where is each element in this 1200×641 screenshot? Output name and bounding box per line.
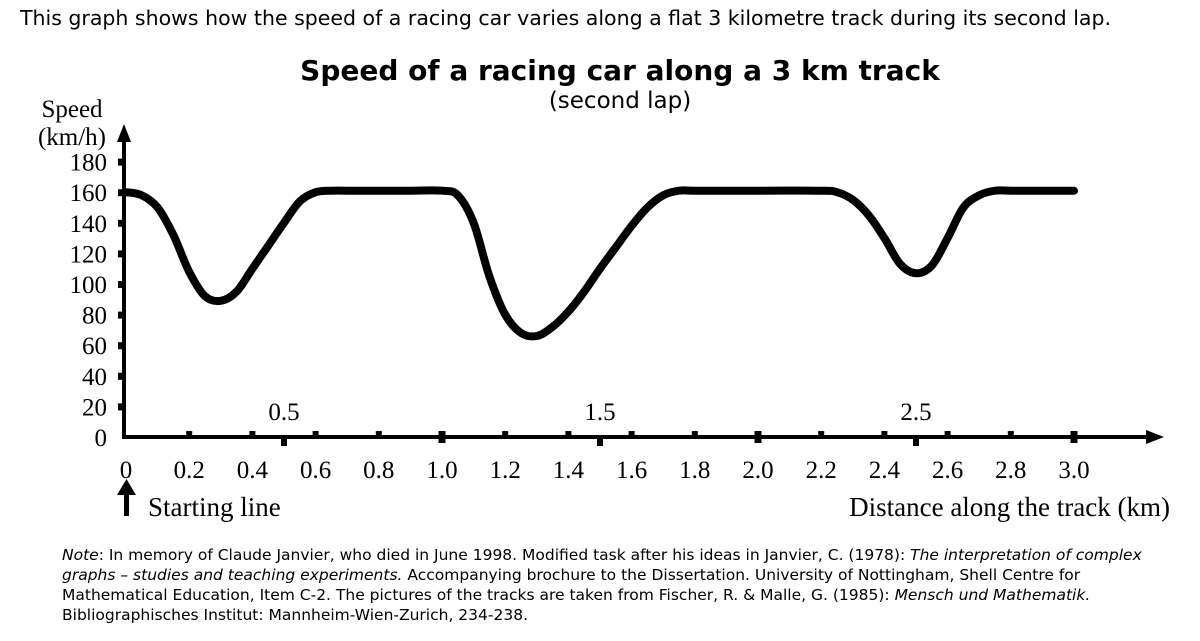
x-tick-mark bbox=[944, 431, 951, 439]
x-tick-label: 0.4 bbox=[237, 457, 269, 484]
note-text-1: : In memory of Claude Janvier, who died … bbox=[98, 546, 911, 564]
note-text-3: Bibliographisches Institut: Mannheim-Wie… bbox=[62, 606, 528, 624]
y-axis bbox=[117, 124, 131, 437]
x-tick-mark bbox=[1070, 431, 1078, 443]
x-tick-label: 2.4 bbox=[869, 457, 901, 484]
x-ticks: 0 0.2 0.4 0.6 0.8 1.0 1.2 1.4 1.6 1.8 2.0 2.2 2.4 2.6… bbox=[120, 431, 1090, 484]
x-tick-label: 2.0 bbox=[742, 457, 773, 484]
x-tick-mark bbox=[312, 431, 319, 439]
x-tick-label: 1.6 bbox=[616, 457, 647, 484]
speed-curve bbox=[122, 186, 1078, 341]
x-tick-label: 0.2 bbox=[174, 457, 205, 484]
y-tick-label: 20 bbox=[82, 394, 107, 421]
starting-line-label: Starting line bbox=[148, 492, 281, 522]
half-tick-mark bbox=[597, 437, 603, 446]
y-tick-mark bbox=[118, 311, 124, 319]
half-tick-mark bbox=[913, 437, 919, 446]
start-arrow-icon bbox=[117, 479, 136, 516]
x-tick-label: 0.6 bbox=[300, 457, 331, 484]
half-tick-label: 2.5 bbox=[900, 399, 931, 426]
y-tick-label: 60 bbox=[82, 333, 107, 360]
note-italic-1: The interpretation of complex graphs – s… bbox=[62, 546, 1142, 584]
x-tick-mark bbox=[375, 431, 382, 439]
y-tick-label: 100 bbox=[70, 272, 108, 299]
y-tick-mark bbox=[118, 219, 124, 227]
y-tick-label: 160 bbox=[70, 180, 108, 207]
speed-chart: Speed of a racing car along a 3 km track… bbox=[38, 54, 1170, 522]
x-tick-mark bbox=[628, 431, 635, 439]
half-tick-label: 0.5 bbox=[268, 399, 299, 426]
x-tick-mark bbox=[691, 431, 698, 439]
y-ticks: 0 20 40 60 80 100 120 140 160 180 bbox=[70, 150, 124, 452]
x-axis-label: Distance along the track (km) bbox=[849, 492, 1170, 522]
x-tick-label: 3.0 bbox=[1058, 457, 1089, 484]
note-paragraph: Note: In memory of Claude Janvier, who d… bbox=[62, 545, 1172, 625]
x-tick-label: 2.8 bbox=[995, 457, 1026, 484]
x-tick-label: 2.6 bbox=[932, 457, 963, 484]
half-tick-label: 1.5 bbox=[584, 399, 615, 426]
x-tick-label: 0.8 bbox=[363, 457, 394, 484]
half-ticks: 0.5 1.5 2.5 bbox=[268, 399, 932, 446]
x-tick-mark bbox=[565, 431, 572, 439]
y-tick-mark bbox=[118, 281, 124, 288]
y-tick-label: 40 bbox=[82, 364, 107, 391]
note-text-2: Accompanying brochure to the Dissertatio… bbox=[62, 566, 1081, 604]
x-tick-label: 1.4 bbox=[553, 457, 585, 484]
x-tick-label: 2.2 bbox=[806, 457, 837, 484]
y-tick-mark bbox=[118, 189, 124, 197]
x-axis bbox=[122, 430, 1164, 444]
y-tick-mark bbox=[118, 403, 124, 411]
half-tick-mark bbox=[281, 437, 287, 446]
y-tick-mark bbox=[118, 372, 124, 380]
x-tick-mark bbox=[502, 431, 509, 439]
y-tick-label: 180 bbox=[70, 150, 108, 177]
x-tick-mark bbox=[249, 431, 256, 439]
x-axis-arrowhead bbox=[1146, 430, 1164, 444]
x-tick-label: 1.2 bbox=[490, 457, 521, 484]
x-tick-mark bbox=[818, 431, 825, 439]
y-axis-label-line2: (km/h) bbox=[38, 124, 106, 151]
x-tick-mark bbox=[438, 431, 446, 443]
y-axis-label-line1: Speed bbox=[41, 96, 103, 123]
x-tick-mark bbox=[1007, 431, 1014, 439]
x-tick-label: 1.8 bbox=[679, 457, 710, 484]
y-tick-label: 0 bbox=[95, 425, 108, 452]
note-italic-2: Mensch und Mathematik. bbox=[894, 586, 1091, 604]
intro-text: This graph shows how the speed of a raci… bbox=[20, 6, 1111, 30]
y-tick-mark bbox=[118, 250, 124, 258]
x-tick-mark bbox=[186, 431, 193, 439]
note-label: Note bbox=[62, 546, 99, 564]
y-tick-label: 140 bbox=[70, 211, 108, 238]
y-tick-label: 80 bbox=[82, 303, 107, 330]
chart-subtitle: (second lap) bbox=[549, 88, 691, 114]
x-tick-mark bbox=[881, 431, 888, 439]
x-tick-mark bbox=[754, 431, 762, 443]
x-tick-label: 0 bbox=[120, 457, 133, 484]
chart-title: Speed of a racing car along a 3 km track bbox=[300, 54, 941, 87]
y-tick-label: 120 bbox=[70, 241, 108, 268]
y-axis-arrowhead bbox=[117, 124, 131, 142]
x-tick-label: 1.0 bbox=[426, 457, 457, 484]
y-tick-mark bbox=[118, 158, 124, 166]
y-tick-mark bbox=[118, 342, 124, 350]
